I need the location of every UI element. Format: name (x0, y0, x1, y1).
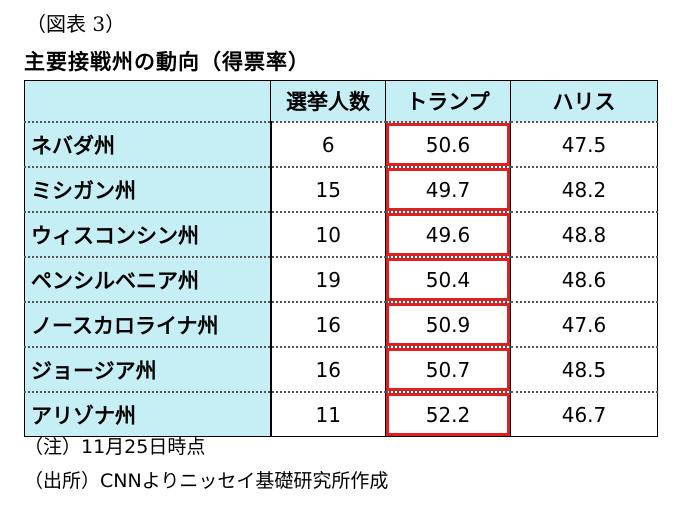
trump-cell: 50.6 (385, 121, 511, 168)
trump-cell: 50.4 (385, 256, 511, 303)
trump-cell: 52.2 (385, 391, 511, 437)
trump-cell: 50.7 (385, 346, 511, 393)
state-name-cell: ミシガン州 (24, 166, 272, 213)
table-row: ジョージア州 16 50.7 48.5 (24, 346, 658, 393)
harris-value: 48.2 (561, 177, 607, 202)
electors-cell: 11 (270, 391, 386, 437)
highlight-box (386, 123, 510, 166)
state-name-cell: アリゾナ州 (24, 391, 272, 437)
harris-value: 48.5 (561, 357, 607, 382)
harris-cell: 47.5 (510, 121, 658, 168)
harris-cell: 48.8 (510, 211, 658, 258)
electors-value: 19 (315, 267, 341, 292)
highlight-box (386, 348, 510, 391)
table-row: ミシガン州 15 49.7 48.2 (24, 166, 658, 213)
electors-cell: 16 (270, 346, 386, 393)
state-name-value: アリゾナ州 (31, 403, 136, 428)
table-row: アリゾナ州 11 52.2 46.7 (24, 391, 658, 437)
header-electors: 選挙人数 (270, 80, 386, 123)
harris-cell: 46.7 (510, 391, 658, 437)
highlight-box (386, 258, 510, 301)
table-row: ネバダ州 6 50.6 47.5 (24, 121, 658, 168)
electors-value: 10 (315, 222, 341, 247)
harris-value: 47.6 (561, 312, 607, 337)
trump-value: 50.9 (425, 312, 471, 337)
harris-cell: 48.2 (510, 166, 658, 213)
trump-value: 50.6 (425, 132, 471, 157)
table-row: ノースカロライナ州 16 50.9 47.6 (24, 301, 658, 348)
trump-cell: 50.9 (385, 301, 511, 348)
source-text: （出所）CNNよりニッセイ基礎研究所作成 (24, 470, 389, 492)
trump-value: 49.7 (425, 177, 471, 202)
harris-value: 47.5 (561, 132, 607, 157)
trump-value: 50.4 (425, 267, 471, 292)
state-name-value: ジョージア州 (31, 358, 157, 383)
electors-value: 16 (315, 312, 341, 337)
state-name-value: ミシガン州 (31, 178, 136, 203)
table-header-row: 選挙人数 トランプ ハリス (24, 80, 658, 123)
harris-value: 48.8 (561, 222, 607, 247)
harris-cell: 47.6 (510, 301, 658, 348)
harris-value: 46.7 (561, 402, 607, 427)
header-corner-cell (24, 80, 271, 123)
highlight-box (386, 393, 510, 436)
trump-cell: 49.6 (385, 211, 511, 258)
electors-cell: 10 (270, 211, 386, 258)
state-name-cell: ウィスコンシン州 (24, 211, 272, 258)
note-text: （注）11月25日時点 (24, 436, 206, 458)
header-harris: ハリス (510, 80, 658, 123)
state-name-cell: ジョージア州 (24, 346, 272, 393)
table-row: ウィスコンシン州 10 49.6 48.8 (24, 211, 658, 258)
harris-value: 48.6 (561, 267, 607, 292)
state-name-cell: ペンシルベニア州 (24, 256, 272, 303)
state-name-cell: ネバダ州 (24, 121, 272, 168)
header-trump: トランプ (385, 80, 511, 123)
state-name-value: ネバダ州 (31, 133, 115, 158)
harris-cell: 48.5 (510, 346, 658, 393)
electors-value: 15 (315, 177, 341, 202)
state-name-value: ノースカロライナ州 (31, 313, 219, 338)
trump-value: 50.7 (425, 357, 471, 382)
swing-state-table: 選挙人数 トランプ ハリス ネバダ州 6 50.6 47.5 ミシガン州 15 49.7 48… (24, 80, 658, 437)
electors-cell: 15 (270, 166, 386, 213)
state-name-cell: ノースカロライナ州 (24, 301, 272, 348)
electors-cell: 6 (270, 121, 386, 168)
electors-cell: 16 (270, 301, 386, 348)
trump-value: 52.2 (425, 402, 471, 427)
electors-value: 11 (315, 402, 341, 427)
electors-value: 16 (315, 357, 341, 382)
electors-value: 6 (321, 132, 335, 157)
trump-cell: 49.7 (385, 166, 511, 213)
trump-value: 49.6 (425, 222, 471, 247)
harris-cell: 48.6 (510, 256, 658, 303)
highlight-box (386, 303, 510, 346)
highlight-box (386, 168, 510, 211)
state-name-value: ウィスコンシン州 (31, 223, 199, 248)
table-row: ペンシルベニア州 19 50.4 48.6 (24, 256, 658, 303)
table-title: 主要接戦州の動向（得票率） (24, 50, 310, 74)
electors-cell: 19 (270, 256, 386, 303)
figure-label: （図表 3） (26, 12, 126, 36)
state-name-value: ペンシルベニア州 (31, 268, 199, 293)
highlight-box (386, 213, 510, 256)
